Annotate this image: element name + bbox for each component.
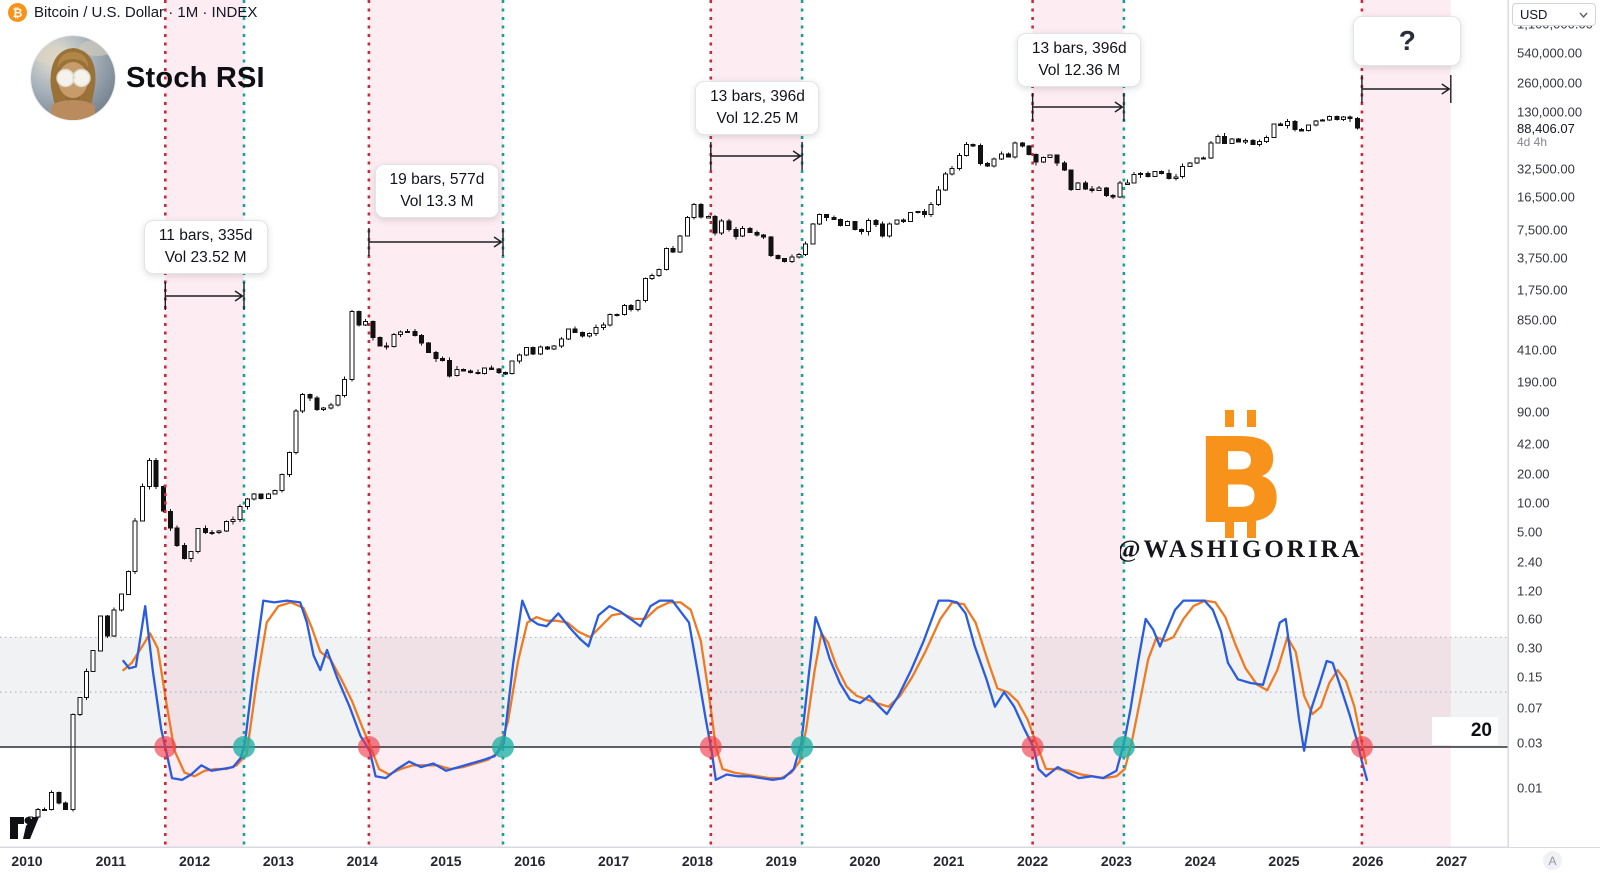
range-label-3[interactable]: 13 bars, 396d Vol 12.25 M xyxy=(695,81,820,135)
price-tick: 0.01 xyxy=(1517,780,1543,796)
range-arrow xyxy=(368,228,504,256)
price-tick: 540,000.00 xyxy=(1517,45,1583,61)
price-tick: 5.00 xyxy=(1517,524,1543,540)
avatar-image xyxy=(31,36,115,120)
price-tick: 0.60 xyxy=(1517,611,1543,627)
bear-cross-marker xyxy=(357,736,380,758)
stoch-k-line xyxy=(122,599,1369,782)
bull-cross-marker xyxy=(492,736,514,758)
price-tick: 190.00 xyxy=(1517,374,1557,389)
question-label[interactable]: ? xyxy=(1353,16,1462,66)
price-tick: 850.00 xyxy=(1517,312,1557,328)
chevron-down-icon xyxy=(1579,12,1588,18)
currency-value: USD xyxy=(1520,7,1548,22)
cycle-band xyxy=(368,0,503,847)
time-axis[interactable]: 2010 2011 2012 2013 2014 2015 2016 2017 2018 2019… xyxy=(0,847,1600,873)
range-label-text: 13 bars, 396d xyxy=(1031,40,1127,57)
price-axis[interactable]: 1,100,000.00540,000.00260,000.00130,000.… xyxy=(1508,0,1600,847)
year-tick: 2013 xyxy=(262,853,294,869)
year-tick: 2011 xyxy=(95,853,126,869)
price-tick: 7,500.00 xyxy=(1517,222,1568,238)
indicator-title: Stoch RSI xyxy=(126,62,265,94)
bear-cross-marker xyxy=(1021,736,1044,758)
bull-cross-marker xyxy=(791,736,814,758)
year-tick: 2027 xyxy=(1436,853,1468,869)
avatar xyxy=(31,36,115,120)
range-arrow xyxy=(1031,93,1125,121)
range-label-1[interactable]: 11 bars, 335d Vol 23.52 M xyxy=(143,220,268,274)
range-label-text: 19 bars, 577d xyxy=(389,171,485,188)
price-tick: 3,750.00 xyxy=(1517,250,1568,266)
range-label-text: 13 bars, 396d xyxy=(710,88,805,105)
price-tick: 410.00 xyxy=(1517,342,1557,358)
tradingview-logo-icon[interactable] xyxy=(9,814,39,846)
year-tick: 2020 xyxy=(849,853,881,869)
currency-dropdown[interactable]: USD xyxy=(1512,3,1596,26)
range-label-2[interactable]: 19 bars, 577d Vol 13.3 M xyxy=(374,164,499,218)
bitcoin-icon: ₿ xyxy=(8,3,27,22)
range-label-text: 11 bars, 335d xyxy=(158,227,253,244)
bar-countdown: 4d 4h xyxy=(1517,134,1548,149)
price-tick: 32,500.00 xyxy=(1517,161,1575,177)
year-tick: 2024 xyxy=(1184,853,1216,869)
year-tick: 2017 xyxy=(598,853,630,869)
price-tick: 20.00 xyxy=(1517,466,1550,482)
bear-cross-marker xyxy=(699,736,722,758)
bitcoin-logo-watermark: B xyxy=(1195,410,1285,550)
year-tick: 2012 xyxy=(179,853,211,869)
cycle-band xyxy=(165,0,245,847)
price-tick: 10.00 xyxy=(1517,495,1550,511)
year-tick: 2014 xyxy=(346,853,378,869)
question-mark-text: ? xyxy=(1398,25,1416,56)
range-label-vol: Vol 23.52 M xyxy=(164,249,247,266)
range-arrow xyxy=(710,142,803,170)
price-tick: 42.00 xyxy=(1517,436,1550,452)
year-tick: 2026 xyxy=(1352,853,1384,869)
range-label-vol: Vol 12.25 M xyxy=(716,110,799,127)
symbol-title[interactable]: Bitcoin / U.S. Dollar · 1M · INDEX xyxy=(34,4,258,21)
auto-scale-button[interactable]: A xyxy=(1543,851,1562,870)
range-label-vol: Vol 12.36 M xyxy=(1038,62,1121,79)
year-tick: 2018 xyxy=(681,853,713,869)
price-tick: 1.20 xyxy=(1517,583,1543,599)
price-tick: 0.07 xyxy=(1517,700,1543,716)
price-tick: 90.00 xyxy=(1517,404,1550,420)
level-20-label[interactable]: 20 xyxy=(1432,717,1498,745)
cycle-band xyxy=(1032,0,1124,847)
year-tick: 2021 xyxy=(933,853,965,869)
year-tick: 2022 xyxy=(1017,853,1049,869)
price-tick: 0.03 xyxy=(1517,735,1543,751)
candles xyxy=(27,115,1361,824)
symbol-header[interactable]: ₿ Bitcoin / U.S. Dollar · 1M · INDEX xyxy=(8,3,257,22)
watermark-handle: @WASHIGORIRA xyxy=(1120,536,1360,563)
last-price-label: 88,406.07 xyxy=(1517,120,1575,136)
price-tick: 0.30 xyxy=(1517,640,1543,656)
price-tick: 16,500.00 xyxy=(1517,189,1575,205)
range-arrow xyxy=(1361,75,1452,103)
year-tick: 2019 xyxy=(765,853,797,869)
price-tick: 1,750.00 xyxy=(1517,282,1568,298)
price-tick: 260,000.00 xyxy=(1517,75,1583,91)
bull-cross-marker xyxy=(233,736,255,758)
range-label-4[interactable]: 13 bars, 396d Vol 12.36 M xyxy=(1017,33,1142,87)
price-tick: 0.15 xyxy=(1517,669,1543,684)
range-label-vol: Vol 13.3 M xyxy=(400,193,474,210)
year-tick: 2025 xyxy=(1268,853,1300,869)
year-tick: 2015 xyxy=(430,853,462,869)
bear-cross-marker xyxy=(1350,736,1373,758)
price-tick: 130,000.00 xyxy=(1517,104,1583,120)
price-tick: 2.40 xyxy=(1517,554,1543,570)
range-arrow xyxy=(164,282,245,310)
year-tick: 2016 xyxy=(514,853,546,869)
year-tick: 2023 xyxy=(1100,853,1132,869)
svg-text:B: B xyxy=(1195,412,1285,550)
year-tick: 2010 xyxy=(11,853,43,869)
bear-cross-marker xyxy=(154,736,177,758)
bull-cross-marker xyxy=(1112,736,1135,758)
cycle-band xyxy=(1361,0,1451,847)
watermark: B @WASHIGORIRA xyxy=(1117,392,1360,572)
cycle-band xyxy=(710,0,803,847)
